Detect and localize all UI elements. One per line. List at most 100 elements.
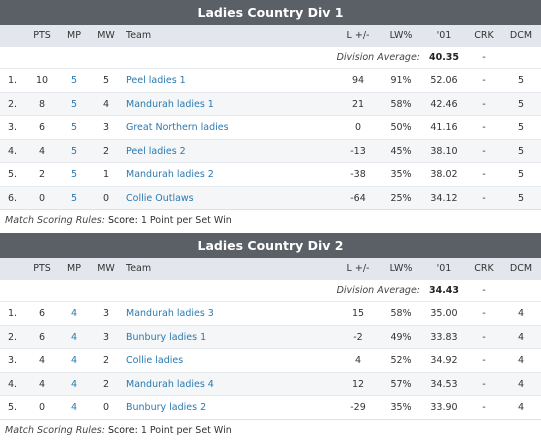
lw-pct-cell: 35% [390, 402, 412, 413]
crk-cell: - [482, 122, 486, 133]
col-header-dcm[interactable]: DCM [509, 30, 533, 41]
pts-cell: 4 [38, 378, 46, 390]
pts-cell: 6 [38, 331, 46, 343]
mp-link[interactable]: 5 [70, 98, 78, 110]
team-link[interactable]: Mandurah ladies 2 [126, 169, 214, 180]
col-header-mp[interactable]: MP [67, 263, 81, 274]
col-header-team[interactable]: Team [126, 263, 152, 274]
col-header-crk[interactable]: CRK [474, 30, 494, 41]
division-table: Ladies Country Div 1 PTS MP MW Team L +/… [0, 0, 541, 231]
mp-link[interactable]: 5 [70, 169, 78, 180]
col-header-lw-pct[interactable]: LW% [389, 263, 413, 274]
team-link[interactable]: Bunbury ladies 2 [126, 402, 207, 413]
rank-cell: 1. [8, 308, 18, 319]
crk-cell: - [482, 355, 486, 366]
leg-diff-cell: 21 [351, 98, 365, 110]
avg-01-cell: 34.12 [430, 192, 458, 204]
team-link[interactable]: Great Northern ladies [126, 122, 229, 133]
leg-diff-cell: -29 [350, 402, 366, 413]
leg-diff-cell: -64 [350, 192, 366, 204]
team-link[interactable]: Mandurah ladies 1 [126, 98, 214, 110]
match-scoring-rules: Match Scoring Rules: Score: 1 Point per … [0, 209, 541, 231]
col-header-pts[interactable]: PTS [33, 263, 51, 274]
leg-diff-cell: 0 [354, 122, 362, 133]
team-link[interactable]: Bunbury ladies 1 [126, 331, 207, 343]
rank-cell: 2. [8, 98, 18, 110]
leg-diff-cell: -38 [350, 169, 366, 180]
rank-cell: 3. [8, 355, 18, 366]
col-header-mw[interactable]: MW [97, 263, 115, 274]
dcm-cell: 5 [517, 192, 525, 204]
col-header-leg-diff[interactable]: L +/- [346, 263, 370, 274]
leg-diff-cell: 12 [351, 378, 365, 390]
col-header-crk[interactable]: CRK [474, 263, 494, 274]
col-header-mp[interactable]: MP [67, 30, 81, 41]
team-link[interactable]: Collie ladies [126, 355, 184, 366]
col-header-dcm[interactable]: DCM [509, 263, 533, 274]
mw-cell: 2 [102, 378, 110, 390]
mp-link[interactable]: 5 [70, 122, 78, 133]
division-average-crk: - [482, 52, 486, 63]
division-average-row: Division Average: 40.35 - [0, 47, 541, 68]
dcm-cell: 4 [517, 355, 525, 366]
team-row: 6. 0 5 0 Collie Outlaws -64 25% 34.12 - … [0, 185, 541, 209]
team-link[interactable]: Peel ladies 1 [126, 75, 186, 86]
team-row: 2. 8 5 4 Mandurah ladies 1 21 58% 42.46 … [0, 91, 541, 115]
mp-link[interactable]: 4 [70, 378, 78, 390]
lw-pct-cell: 52% [390, 355, 412, 366]
rank-cell: 4. [8, 145, 18, 157]
division-table: Ladies Country Div 2 PTS MP MW Team L +/… [0, 233, 541, 441]
mw-cell: 0 [102, 192, 110, 204]
team-row: 4. 4 5 2 Peel ladies 2 -13 45% 38.10 - 5 [0, 138, 541, 162]
team-row: 4. 4 4 2 Mandurah ladies 4 12 57% 34.53 … [0, 371, 541, 395]
col-header-team[interactable]: Team [126, 30, 152, 41]
pts-cell: 0 [38, 402, 46, 413]
mp-link[interactable]: 4 [70, 402, 78, 413]
division-average-crk: - [482, 285, 486, 296]
mp-link[interactable]: 4 [70, 308, 78, 319]
col-header-pts[interactable]: PTS [33, 30, 51, 41]
crk-cell: - [482, 402, 486, 413]
mw-cell: 1 [102, 169, 110, 180]
col-header-mw[interactable]: MW [97, 30, 115, 41]
division-average-label: Division Average: [336, 52, 420, 63]
crk-cell: - [482, 98, 486, 110]
dcm-cell: 4 [517, 331, 525, 343]
col-header-01[interactable]: '01 [436, 30, 452, 41]
lw-pct-cell: 25% [390, 192, 412, 204]
team-link[interactable]: Mandurah ladies 4 [126, 378, 214, 390]
rank-cell: 5. [8, 169, 18, 180]
mw-cell: 3 [102, 331, 110, 343]
mp-link[interactable]: 5 [70, 145, 78, 157]
team-row: 1. 10 5 5 Peel ladies 1 94 91% 52.06 - 5 [0, 68, 541, 92]
avg-01-cell: 41.16 [430, 122, 458, 133]
avg-01-cell: 34.92 [430, 355, 458, 366]
lw-pct-cell: 45% [390, 145, 412, 157]
dcm-cell: 4 [517, 378, 525, 390]
crk-cell: - [482, 378, 486, 390]
mp-link[interactable]: 5 [70, 75, 78, 86]
team-link[interactable]: Mandurah ladies 3 [126, 308, 214, 319]
lw-pct-cell: 35% [390, 169, 412, 180]
rank-cell: 4. [8, 378, 18, 390]
leg-diff-cell: -13 [350, 145, 366, 157]
col-header-lw-pct[interactable]: LW% [389, 30, 413, 41]
mp-link[interactable]: 4 [70, 331, 78, 343]
mw-cell: 4 [102, 98, 110, 110]
dcm-cell: 4 [517, 308, 525, 319]
lw-pct-cell: 58% [390, 308, 412, 319]
rank-cell: 1. [8, 75, 18, 86]
dcm-cell: 5 [517, 98, 525, 110]
mp-link[interactable]: 4 [70, 355, 78, 366]
col-header-01[interactable]: '01 [436, 263, 452, 274]
division-spacer [0, 231, 541, 233]
mp-link[interactable]: 5 [70, 192, 78, 204]
division-title: Ladies Country Div 2 [0, 233, 541, 258]
match-scoring-rules-label: Match Scoring Rules: [5, 215, 105, 226]
lw-pct-cell: 58% [390, 98, 412, 110]
col-header-leg-diff[interactable]: L +/- [346, 30, 370, 41]
pts-cell: 2 [38, 169, 46, 180]
crk-cell: - [482, 308, 486, 319]
team-link[interactable]: Collie Outlaws [126, 192, 194, 204]
team-link[interactable]: Peel ladies 2 [126, 145, 186, 157]
